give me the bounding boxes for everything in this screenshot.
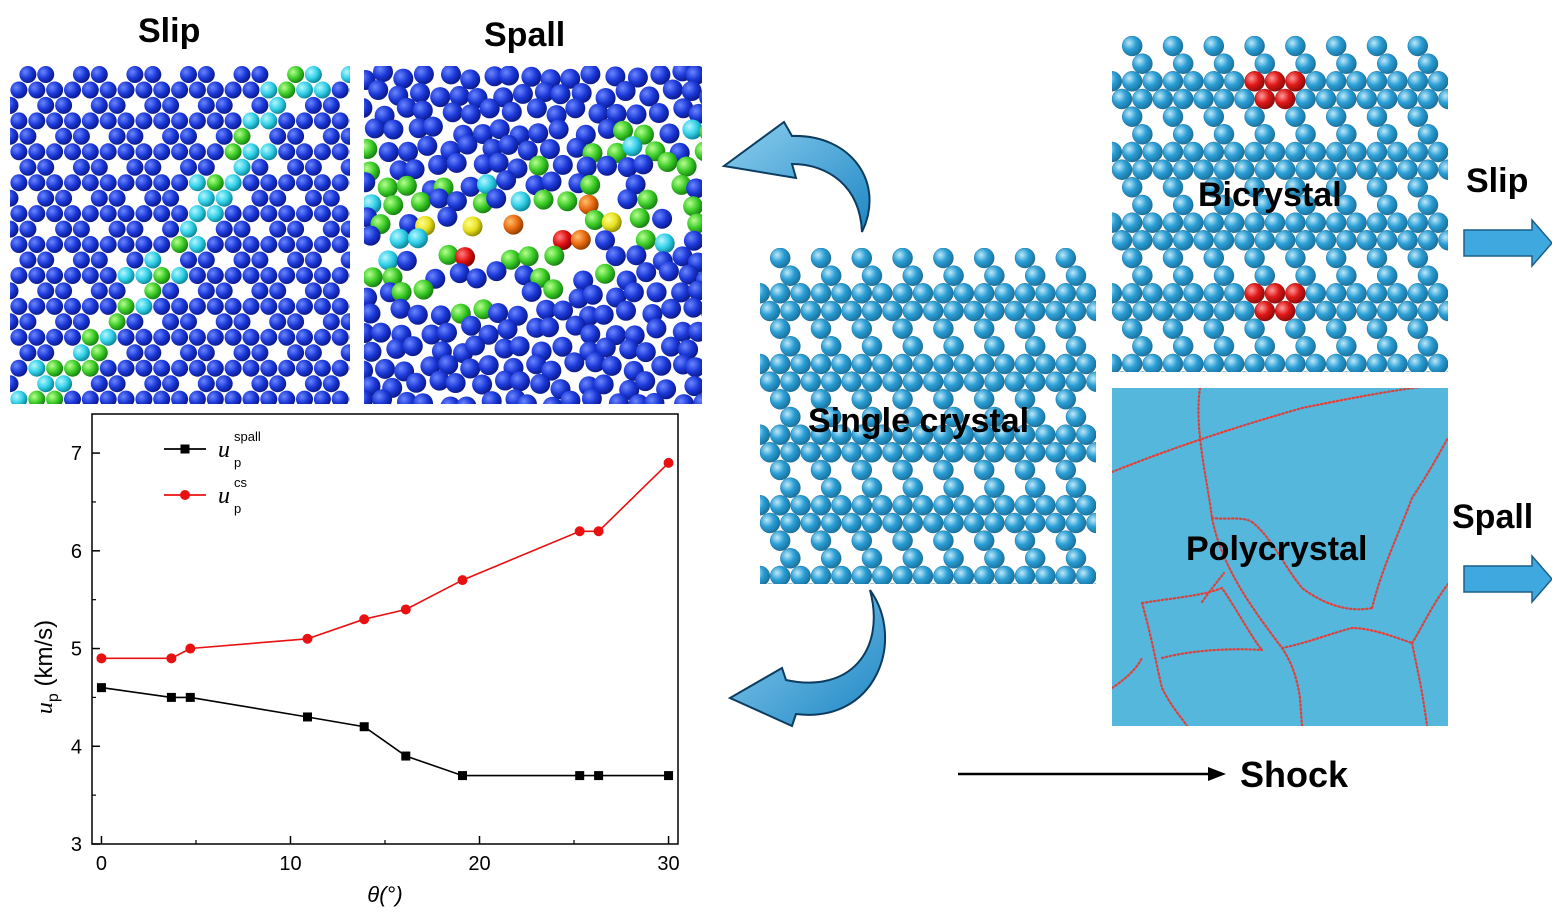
data-point <box>166 653 177 664</box>
x-tick-label: 30 <box>657 853 679 875</box>
single-crystal-lattice <box>760 248 1096 584</box>
data-point <box>663 457 674 468</box>
bicrystal-label: Bicrystal <box>1198 176 1342 214</box>
curved-arrow-down-icon <box>727 589 886 728</box>
spall-arrow-icon <box>1463 554 1552 604</box>
slip-snapshot <box>10 66 350 404</box>
slip-arrow-icon <box>1463 218 1552 268</box>
polycrystal-label: Polycrystal <box>1186 530 1368 568</box>
data-point <box>166 692 176 702</box>
data-point <box>664 771 674 781</box>
series-line-1 <box>101 686 669 777</box>
slip-title: Slip <box>138 12 201 50</box>
curved-arrow-up-icon <box>721 120 871 233</box>
x-tick-label: 20 <box>468 853 490 875</box>
data-point <box>593 526 604 537</box>
data-point <box>594 771 604 781</box>
polycrystal-map <box>1112 388 1448 726</box>
y-tick-label: 3 <box>71 834 82 856</box>
data-point <box>185 643 196 654</box>
slip-arrow-label: Slip <box>1466 162 1529 200</box>
y-tick-label: 4 <box>71 736 82 758</box>
x-tick-label: 0 <box>96 853 107 875</box>
data-point <box>185 692 195 702</box>
spall-title: Spall <box>484 16 566 54</box>
legend-label: ucs p <box>218 475 248 516</box>
bicrystal-lattice <box>1112 36 1448 372</box>
y-tick-label: 7 <box>71 443 82 465</box>
data-point <box>458 771 468 781</box>
legend-label: uspall p <box>218 429 261 470</box>
data-point <box>96 653 107 664</box>
shock-label: Shock <box>1240 754 1349 795</box>
legend-marker <box>180 444 190 454</box>
data-point <box>575 771 585 781</box>
spall-snapshot <box>364 66 702 404</box>
spall-arrow-label: Spall <box>1452 498 1534 536</box>
velocity-chart: 0 10 20 30 3 4 5 6 7 up (km/s) θ(°) uspall p ucs p <box>31 413 680 907</box>
y-tick-label: 5 <box>71 639 82 661</box>
data-point <box>302 712 312 722</box>
series-line-2 <box>101 462 670 660</box>
data-point <box>401 751 411 761</box>
y-axis-label: up (km/s) <box>31 620 62 714</box>
legend-marker <box>180 490 190 500</box>
data-point <box>359 614 370 625</box>
x-axis-label: θ(°) <box>367 882 402 907</box>
shock-arrow-icon <box>958 767 1226 781</box>
plot-frame <box>91 413 679 845</box>
data-point <box>96 683 106 693</box>
single-crystal-label: Single crystal <box>808 402 1030 440</box>
data-point <box>457 575 468 586</box>
data-point <box>302 633 313 644</box>
y-tick-label: 6 <box>71 541 82 563</box>
data-point <box>574 526 585 537</box>
curved-arrows <box>721 120 886 728</box>
data-point <box>400 604 411 615</box>
data-point <box>359 722 369 732</box>
x-tick-label: 10 <box>279 853 301 875</box>
